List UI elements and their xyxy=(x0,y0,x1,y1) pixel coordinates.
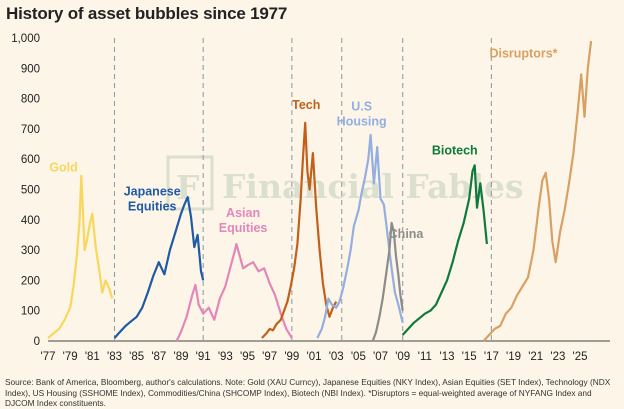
series-label-tech: Tech xyxy=(292,98,320,112)
series-label-housing: U.S Housing xyxy=(337,100,387,129)
series-label-biotech: Biotech xyxy=(432,144,478,158)
series-line-biotech xyxy=(401,164,488,336)
source-note: Source: Bank of America, Bloomberg, auth… xyxy=(5,377,611,408)
x-tick-label: '25 xyxy=(573,351,588,363)
x-tick-label: '17 xyxy=(484,351,499,363)
x-tick-label: '09 xyxy=(395,351,410,363)
series-line-tech xyxy=(261,121,338,339)
series-label-japan: Japanese Equities xyxy=(124,185,181,214)
y-tick-label: 1,000 xyxy=(11,33,40,45)
x-tick-label: '05 xyxy=(351,351,366,363)
x-tick-label: '83 xyxy=(107,351,122,363)
x-tick-label: '77 xyxy=(41,351,56,363)
y-tick-label: 300 xyxy=(21,245,40,257)
x-tick-label: '99 xyxy=(284,351,299,363)
x-tick-label: '93 xyxy=(218,351,233,363)
series-label-gold: Gold xyxy=(49,160,77,174)
x-tick-label: '15 xyxy=(462,351,477,363)
x-tick-label: '89 xyxy=(174,351,189,363)
y-tick-label: 800 xyxy=(21,94,40,106)
y-tick-label: 200 xyxy=(21,275,40,287)
x-tick-label: '07 xyxy=(373,351,388,363)
y-tick-label: 700 xyxy=(21,124,40,136)
x-tick-label: '91 xyxy=(196,351,211,363)
x-tick-label: '21 xyxy=(528,351,543,363)
y-tick-label: 0 xyxy=(34,336,40,348)
x-tick-label: '97 xyxy=(262,351,277,363)
series-line-gold xyxy=(47,174,114,339)
x-tick-label: '87 xyxy=(151,351,166,363)
series-line-asia xyxy=(175,242,293,342)
series-label-asia: Asian Equities xyxy=(219,206,268,235)
x-tick-label: '11 xyxy=(418,351,432,363)
x-tick-label: '13 xyxy=(440,351,455,363)
watermark-letter: F xyxy=(176,168,199,207)
x-tick-label: '23 xyxy=(550,351,565,363)
series-label-china: China xyxy=(389,227,425,241)
x-tick-label: '19 xyxy=(506,351,521,363)
y-tick-label: 100 xyxy=(21,306,40,318)
x-tick-label: '81 xyxy=(85,351,100,363)
series-line-china xyxy=(371,221,404,342)
series-line-housing xyxy=(316,133,404,339)
x-tick-label: '79 xyxy=(63,351,78,363)
chart-title: History of asset bubbles since 1977 xyxy=(6,4,288,23)
x-tick-label: '95 xyxy=(240,351,255,363)
y-tick-label: 500 xyxy=(21,185,40,197)
x-tick-label: '03 xyxy=(329,351,344,363)
y-tick-label: 400 xyxy=(21,215,40,227)
y-tick-label: 900 xyxy=(21,63,40,75)
series-label-disruptors: Disruptors* xyxy=(489,47,557,61)
x-tick-label: '85 xyxy=(129,351,144,363)
x-tick-label: '01 xyxy=(307,351,322,363)
series-line-japan xyxy=(113,196,205,339)
y-tick-label: 600 xyxy=(21,154,40,166)
series-line-disruptors xyxy=(482,40,593,342)
